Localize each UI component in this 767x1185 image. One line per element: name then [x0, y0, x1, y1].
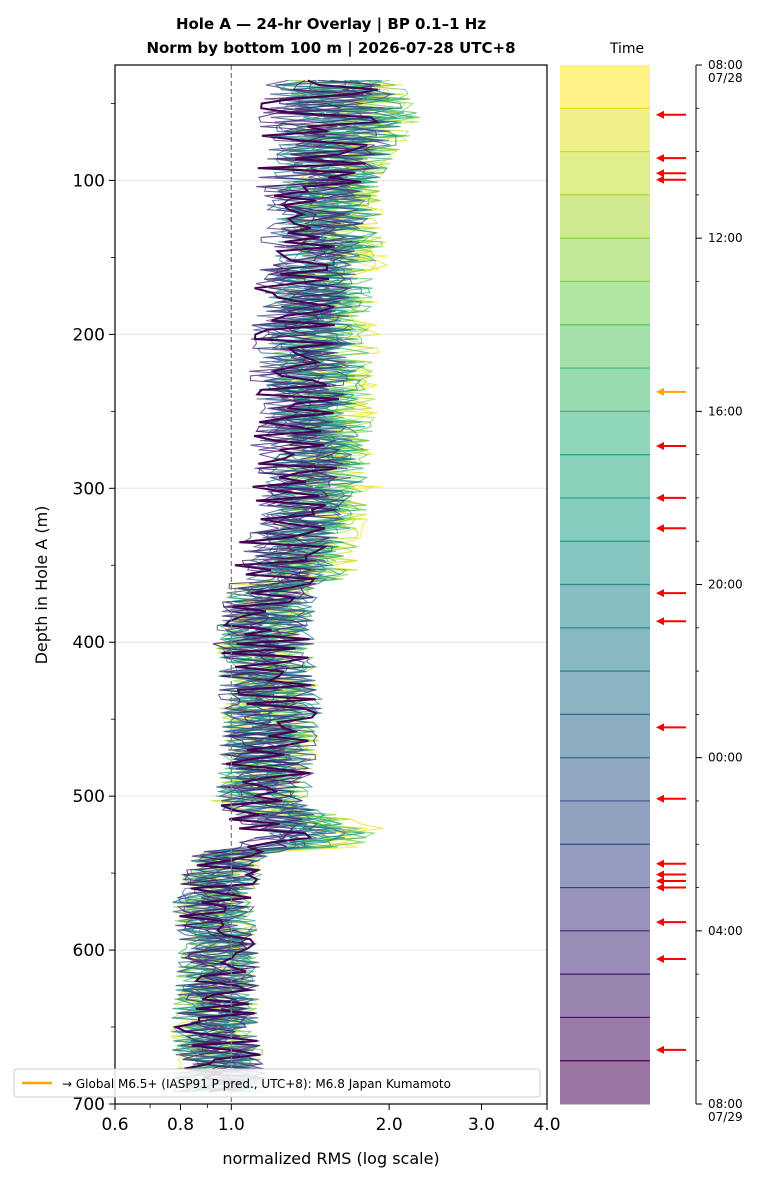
y-tick-label: 100 [73, 171, 105, 191]
time-tick-label: 08:00 [708, 58, 743, 72]
time-tick-label: 20:00 [708, 578, 743, 592]
event-arrow-head [656, 1045, 664, 1054]
time-axis: 08:0007/2812:0016:0020:0000:0004:0008:00… [695, 58, 743, 1124]
colorbar-band [560, 887, 650, 932]
colorbar-band [560, 108, 650, 153]
y-tick-label: 200 [73, 325, 105, 345]
colorbar-band [560, 627, 650, 672]
colorbar-band [560, 151, 650, 196]
time-tick-label: 07/28 [708, 71, 743, 85]
event-arrow-head [656, 154, 664, 163]
colorbar-band [560, 800, 650, 845]
colorbar-band [560, 238, 650, 282]
time-tick-label: 04:00 [708, 924, 743, 938]
y-axis: 100 200 300 400 500 600 700 [73, 103, 115, 1115]
x-axis: 0.6 0.8 1.0 2.0 3.0 4.0 [101, 1104, 561, 1135]
colorbar-band [560, 671, 650, 715]
colorbar-band [560, 65, 650, 109]
x-tick-label: 2.0 [376, 1115, 403, 1135]
colorbar-band [560, 281, 650, 326]
event-arrow-head [656, 110, 664, 119]
colorbar-band [560, 411, 650, 456]
colorbar-band [560, 757, 650, 802]
chart-subtitle: Norm by bottom 100 m | 2026-07-28 UTC+8 [146, 39, 515, 58]
time-tick-label: 12:00 [708, 231, 743, 245]
x-tick-label: 1.0 [218, 1115, 245, 1135]
chart-title: Hole A — 24-hr Overlay | BP 0.1–1 Hz [176, 15, 486, 34]
event-arrow-head [656, 387, 664, 396]
event-arrow-head [656, 877, 664, 886]
event-arrow-head [656, 723, 664, 732]
event-arrow-head [656, 441, 664, 450]
x-axis-label: normalized RMS (log scale) [222, 1149, 439, 1168]
colorbar-band [560, 324, 650, 369]
colorbar-band [560, 584, 650, 629]
event-arrows [656, 110, 686, 1054]
x-tick-label: 3.0 [468, 1115, 495, 1135]
colorbar-band [560, 454, 650, 499]
colorbar-band [560, 497, 650, 542]
event-arrow-head [656, 169, 664, 178]
event-arrow-head [656, 883, 664, 892]
plot-frame [114, 64, 548, 1105]
legend-label: → Global M6.5+ (IASP91 P pred., UTC+8): … [62, 1077, 451, 1091]
y-tick-label: 300 [73, 479, 105, 499]
colorbar-band [560, 194, 650, 239]
series-line [172, 79, 380, 1093]
event-arrow-head [656, 589, 664, 598]
colorbar-band [560, 974, 650, 1018]
y-tick-label: 700 [73, 1095, 105, 1115]
series-line [174, 79, 364, 1093]
x-tick-label: 0.8 [167, 1115, 194, 1135]
colorbar-band [560, 368, 650, 412]
event-arrow-head [656, 617, 664, 626]
y-tick-label: 400 [73, 633, 105, 653]
colorbar-title: Time [609, 41, 644, 57]
colorbar-band [560, 844, 650, 889]
event-arrow-head [656, 954, 664, 963]
y-axis-label: Depth in Hole A (m) [32, 506, 51, 665]
colorbar-band [560, 1060, 650, 1105]
y-tick-label: 500 [73, 787, 105, 807]
event-arrow-head [656, 524, 664, 533]
colorbar [560, 65, 650, 1105]
time-tick-label: 00:00 [708, 751, 743, 765]
colorbar-band [560, 714, 650, 759]
x-tick-label: 4.0 [533, 1115, 560, 1135]
series-lines [169, 79, 421, 1093]
colorbar-band [560, 541, 650, 585]
event-arrow-head [656, 794, 664, 803]
time-tick-label: 07/29 [708, 1110, 743, 1124]
colorbar-band [560, 930, 650, 975]
event-arrow-head [656, 175, 664, 184]
y-tick-label: 600 [73, 941, 105, 961]
time-tick-label: 16:00 [708, 404, 743, 418]
event-arrow-head [656, 493, 664, 502]
event-arrow-head [656, 870, 664, 879]
legend-box [13, 1068, 541, 1098]
x-tick-label: 0.6 [101, 1115, 128, 1135]
event-arrow-head [656, 859, 664, 868]
event-arrow-head [656, 918, 664, 927]
colorbar-band [560, 1017, 650, 1062]
time-tick-label: 08:00 [708, 1097, 743, 1111]
legend: → Global M6.5+ (IASP91 P pred., UTC+8): … [13, 1068, 541, 1098]
